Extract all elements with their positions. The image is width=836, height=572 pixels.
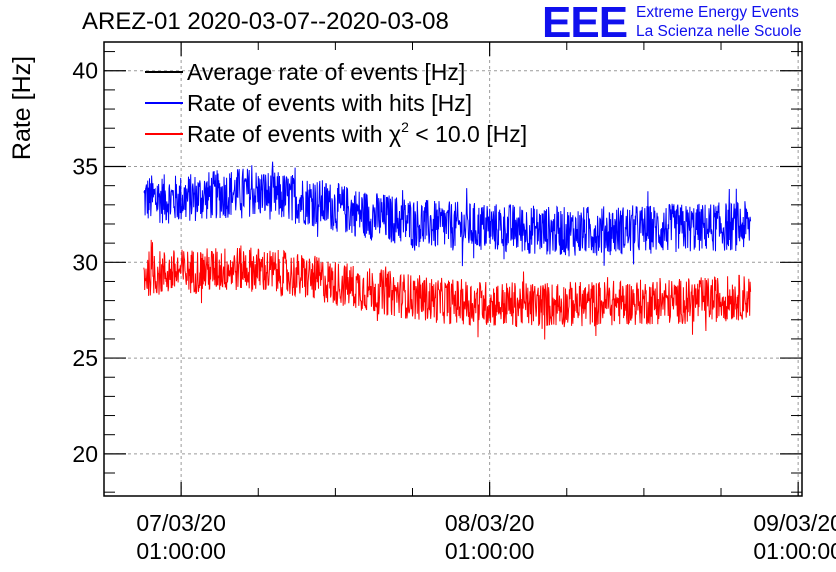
x-tick-label-time: 01:00:00 [136, 538, 226, 564]
legend: Average rate of events [Hz] Rate of even… [145, 59, 527, 147]
x-tick-label-date: 09/03/20 [753, 510, 836, 536]
legend-label-chi2: Rate of events with χ2 < 10.0 [Hz] [187, 119, 527, 147]
y-tick-label: 20 [72, 441, 98, 467]
x-tick-label-time: 01:00:00 [753, 538, 836, 564]
eee-logo: EEE [542, 0, 628, 47]
series-line-chi2 [143, 239, 752, 340]
x-tick-label-date: 08/03/20 [445, 510, 535, 536]
plot-frame [103, 41, 803, 497]
eee-logo-text: Extreme Energy Events La Scienza nelle S… [636, 3, 801, 41]
y-tick-labels: 20 25 30 35 40 [72, 58, 98, 467]
x-tick-label-date: 07/03/20 [136, 510, 226, 536]
eee-logo-line1: Extreme Energy Events [636, 4, 799, 21]
y-tick-label: 30 [72, 249, 98, 275]
grid-lines [104, 42, 802, 496]
axis-ticks [103, 42, 802, 496]
eee-logo-line2: La Scienza nelle Scuole [636, 23, 802, 40]
y-tick-label: 35 [72, 154, 98, 180]
legend-label-average: Average rate of events [Hz] [187, 59, 465, 85]
chart-title: AREZ-01 2020-03-07--2020-03-08 [82, 8, 449, 35]
y-axis-title: Rate [Hz] [8, 56, 36, 160]
y-tick-label: 25 [72, 345, 98, 371]
series-line-hits [143, 161, 752, 267]
y-tick-label: 40 [72, 58, 98, 84]
legend-label-hits: Rate of events with hits [Hz] [187, 90, 472, 116]
x-tick-labels: 07/03/2001:00:0008/03/2001:00:0009/03/20… [136, 510, 836, 564]
x-tick-label-time: 01:00:00 [445, 538, 535, 564]
series-layer [143, 161, 752, 340]
